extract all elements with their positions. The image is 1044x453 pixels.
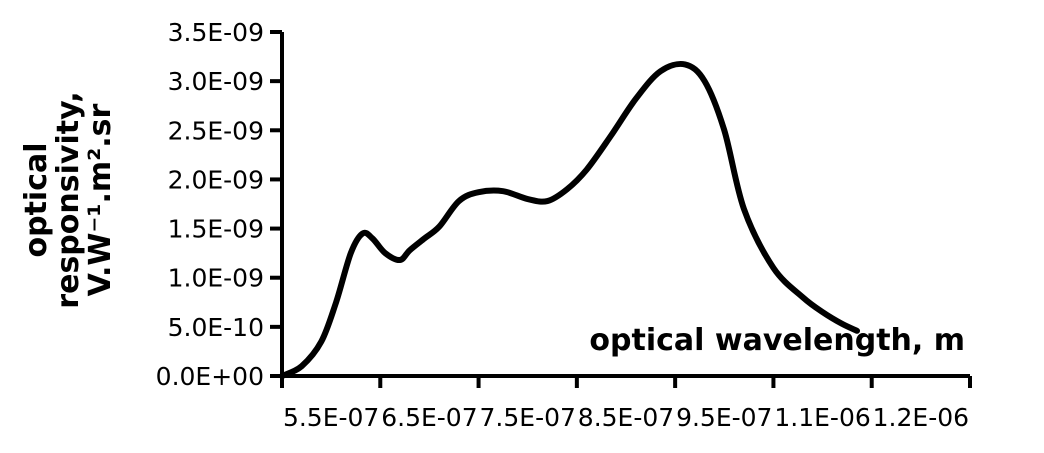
x-tick-label: 6.5E-07 (381, 403, 477, 432)
y-tick-label: 2.5E-09 (168, 116, 264, 145)
x-tick-label: 8.5E-07 (578, 403, 674, 432)
x-tick-label: 7.5E-07 (480, 403, 576, 432)
y-tick-label: 2.0E-09 (168, 165, 264, 194)
x-tick-label: 1.2E-06 (873, 403, 969, 432)
y-tick-label: 1.5E-09 (168, 215, 264, 244)
y-tick-label: 0.0E+00 (156, 362, 264, 391)
x-tick-label: 1.1E-06 (774, 403, 870, 432)
y-axis-title-line-1: optical (19, 142, 54, 257)
x-tick-label: 5.5E-07 (283, 403, 379, 432)
y-tick-label: 3.0E-09 (168, 67, 264, 96)
x-axis-title: optical wavelength, m (589, 323, 965, 358)
series-line (279, 61, 860, 379)
y-axis-title-line-3: V.W⁻¹.m².sr (83, 103, 118, 296)
y-axis-title: optical responsivity, V.W⁻¹.m².sr (19, 91, 118, 308)
x-tick-label: 9.5E-07 (676, 403, 772, 432)
y-tick-label: 5.0E-10 (168, 313, 264, 342)
y-axis-title-line-2: responsivity, (51, 91, 86, 308)
y-tick-label: 3.5E-09 (168, 18, 264, 47)
y-axis-ticks: 0.0E+00 5.0E-10 1.0E-09 1.5E-09 2.0E-09 2.5E-… (156, 18, 282, 391)
y-tick-label: 1.0E-09 (168, 264, 264, 293)
plot-area: 0.0E+00 5.0E-10 1.0E-09 1.5E-09 2.0E-09 2.5E-… (156, 18, 972, 432)
x-axis-ticks: 5.5E-07 6.5E-07 7.5E-07 8.5E-07 9.5E-07 1.1E-… (280, 376, 972, 432)
series-layer (279, 61, 860, 379)
